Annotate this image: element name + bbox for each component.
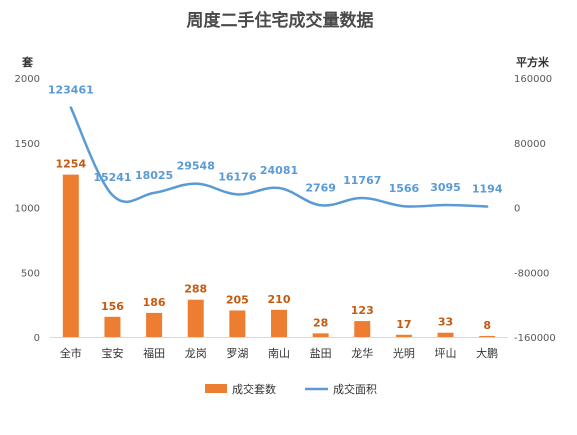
- category-label: 南山: [268, 347, 290, 360]
- line-value-label: 2769: [305, 181, 336, 194]
- bar-value-label: 288: [184, 283, 207, 296]
- line-series-area: [69, 106, 489, 208]
- bar: [146, 312, 163, 337]
- line-value-label: 24081: [260, 164, 298, 177]
- right-tick-label: 0: [514, 204, 520, 215]
- right-tick-label: -160000: [514, 333, 556, 344]
- left-tick-label: 2000: [15, 74, 40, 85]
- right-axis-ticks: -160000 -80000 0 80000 160000: [514, 74, 556, 344]
- bar-value-label: 210: [268, 293, 291, 306]
- bar-value-label: 8: [483, 319, 491, 332]
- bar: [395, 334, 412, 337]
- bar-value-label: 33: [438, 316, 453, 329]
- line-value-label: 1566: [389, 182, 420, 195]
- chart-legend: 成交套数 成交面积: [205, 382, 377, 396]
- left-tick-label: 1000: [15, 204, 40, 215]
- right-axis-unit: 平方米: [516, 55, 550, 69]
- bar: [62, 174, 79, 337]
- category-label: 全市: [60, 346, 82, 360]
- left-tick-label: 0: [34, 333, 40, 344]
- bar: [437, 332, 454, 337]
- category-label: 福田: [143, 346, 165, 360]
- category-label: 龙华: [351, 346, 373, 360]
- left-tick-label: 500: [21, 268, 40, 279]
- category-label: 光明: [393, 346, 415, 360]
- line-value-label: 3095: [430, 181, 461, 194]
- bar-series: [62, 174, 496, 337]
- bar: [354, 321, 371, 337]
- line-value-label: 1194: [472, 183, 503, 196]
- bar-data-labels: 1254 156 186 288 205 210 28 123 17 33 8: [56, 158, 492, 332]
- category-label: 罗湖: [226, 347, 248, 360]
- left-axis-unit: 套: [22, 55, 34, 69]
- line-value-label: 16176: [218, 170, 257, 183]
- bar-value-label: 156: [101, 300, 124, 313]
- bar: [271, 309, 287, 337]
- bar: [187, 299, 204, 337]
- legend-swatch-bar: [205, 384, 227, 393]
- line-value-label: 123461: [48, 84, 94, 97]
- category-label: 龙岗: [185, 347, 207, 360]
- bar: [312, 333, 329, 337]
- line-value-label: 11767: [343, 174, 381, 187]
- category-label: 大鹏: [476, 346, 498, 360]
- bar: [229, 310, 246, 337]
- left-tick-label: 1500: [15, 139, 40, 150]
- bar-value-label: 28: [313, 316, 328, 329]
- bar-value-label: 17: [396, 318, 411, 331]
- left-axis-ticks: 0 500 1000 1500 2000: [15, 74, 40, 344]
- bar-value-label: 123: [351, 304, 374, 317]
- bar-value-label: 186: [143, 296, 166, 309]
- bar-value-label: 205: [226, 293, 249, 306]
- category-label: 坪山: [435, 347, 457, 360]
- line-value-label: 29548: [177, 160, 215, 173]
- bar: [479, 335, 496, 337]
- bar: [104, 316, 121, 337]
- right-tick-label: -80000: [514, 268, 549, 279]
- category-label: 宝安: [101, 346, 123, 360]
- category-labels: 全市 宝安 福田 龙岗 罗湖 南山 盐田 龙华 光明 坪山 大鹏: [60, 346, 498, 360]
- line-value-label: 18025: [135, 169, 173, 182]
- category-label: 盐田: [310, 347, 332, 360]
- line-value-label: 15241: [93, 171, 131, 184]
- legend-label-bar: 成交套数: [232, 382, 276, 396]
- right-tick-label: 160000: [514, 74, 552, 85]
- legend-label-line: 成交面积: [333, 382, 377, 396]
- bar-value-label: 1254: [56, 158, 87, 171]
- right-tick-label: 80000: [514, 139, 546, 150]
- chart-title: 周度二手住宅成交量数据: [187, 10, 374, 31]
